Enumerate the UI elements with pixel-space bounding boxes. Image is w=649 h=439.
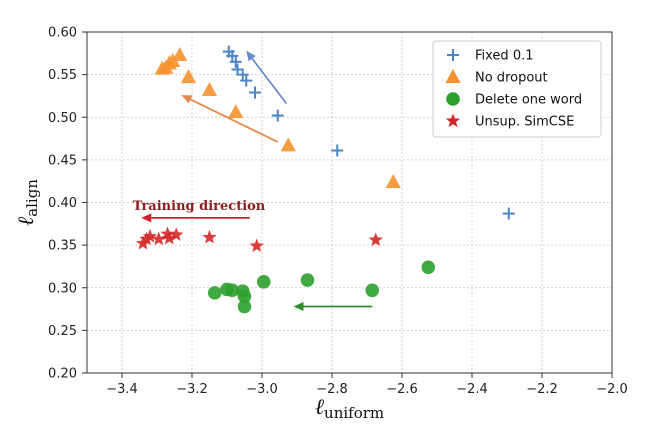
series-no-dropout	[154, 47, 401, 189]
y-tick-label: 0.60	[48, 26, 77, 41]
series-unsup-simcse	[135, 226, 383, 253]
data-point	[172, 47, 188, 62]
data-point	[385, 174, 401, 189]
series-delete-one-word	[207, 260, 436, 314]
x-tick-label: −3.4	[106, 382, 138, 397]
direction-arrow	[293, 302, 373, 312]
arrow-shaft	[190, 98, 279, 143]
x-tick-label: −2.6	[386, 382, 418, 397]
y-tick-label: 0.25	[48, 324, 77, 339]
data-point	[365, 283, 380, 298]
arrow-head	[181, 95, 193, 104]
data-point	[237, 299, 252, 314]
legend: Fixed 0.1 No dropout Delete one word Unsup.…	[432, 40, 602, 138]
y-axis-label-main: ℓ	[14, 216, 39, 226]
y-tick-label: 0.55	[48, 68, 77, 83]
data-point	[151, 231, 166, 246]
x-tick-label: −2.4	[456, 382, 488, 397]
data-point	[162, 230, 177, 245]
data-point	[368, 232, 383, 247]
y-axis-label-sub: align	[23, 179, 41, 217]
y-tick-label: 0.45	[48, 153, 77, 168]
legend-label: Unsup. SimCSE	[475, 115, 574, 130]
data-point	[256, 274, 271, 289]
direction-arrow	[246, 50, 288, 105]
arrow-head	[141, 213, 152, 223]
legend-marker	[445, 113, 461, 128]
legend-box	[432, 40, 602, 138]
data-point	[300, 273, 315, 287]
data-point	[202, 229, 217, 244]
data-point	[502, 207, 515, 220]
data-point	[331, 144, 344, 157]
x-axis-label-sub: uniform	[324, 404, 384, 422]
legend-label: Fixed 0.1	[475, 49, 534, 64]
x-axis-label: ℓuniform	[315, 395, 384, 422]
y-tick-label: 0.30	[48, 281, 77, 296]
series-fixed-0-1	[222, 45, 515, 220]
legend-marker	[446, 92, 460, 106]
data-point	[207, 286, 222, 300]
y-tick-label: 0.40	[48, 196, 77, 211]
data-point	[142, 229, 158, 243]
x-tick-label: −2.2	[526, 382, 558, 397]
data-points	[135, 45, 515, 314]
direction-arrows	[141, 50, 373, 312]
data-point	[280, 137, 296, 152]
legend-label: No dropout	[475, 71, 548, 86]
arrow-head	[293, 302, 304, 312]
arrow-shaft	[251, 58, 288, 105]
arrow-head	[246, 50, 256, 62]
y-axis-label: ℓalign	[14, 179, 41, 226]
data-point	[240, 74, 253, 87]
x-tick-label: −2.8	[316, 382, 348, 397]
legend-marker	[445, 69, 461, 83]
data-point	[249, 238, 264, 253]
data-point	[228, 104, 244, 119]
data-point	[139, 231, 154, 246]
data-point	[225, 283, 240, 298]
legend-label: Delete one word	[475, 93, 582, 108]
training-direction-annotation: Training direction	[133, 199, 266, 214]
y-tick-label: 0.35	[48, 239, 77, 254]
y-tick-label: 0.20	[48, 367, 77, 382]
axis-ticks: −3.4 −3.2 −3.0 −2.8 −2.6 −2.4 −2.2 −2.0 0.20 0.25…	[48, 26, 628, 398]
legend-marker	[447, 49, 459, 61]
data-point	[237, 289, 252, 304]
data-point	[421, 260, 436, 275]
data-point	[229, 55, 242, 68]
y-tick-label: 0.50	[48, 111, 77, 126]
data-point	[180, 69, 197, 84]
x-tick-label: −2.0	[596, 382, 628, 397]
data-point	[201, 81, 218, 96]
direction-arrow	[141, 213, 250, 223]
data-point	[249, 86, 261, 99]
data-point	[160, 226, 175, 241]
data-point	[271, 109, 284, 122]
x-tick-label: −3.0	[246, 382, 278, 397]
x-axis-label-main: ℓ	[315, 395, 325, 420]
data-point	[231, 63, 244, 76]
direction-arrow	[181, 95, 279, 143]
data-point	[169, 227, 184, 241]
x-tick-label: −3.2	[176, 382, 208, 397]
